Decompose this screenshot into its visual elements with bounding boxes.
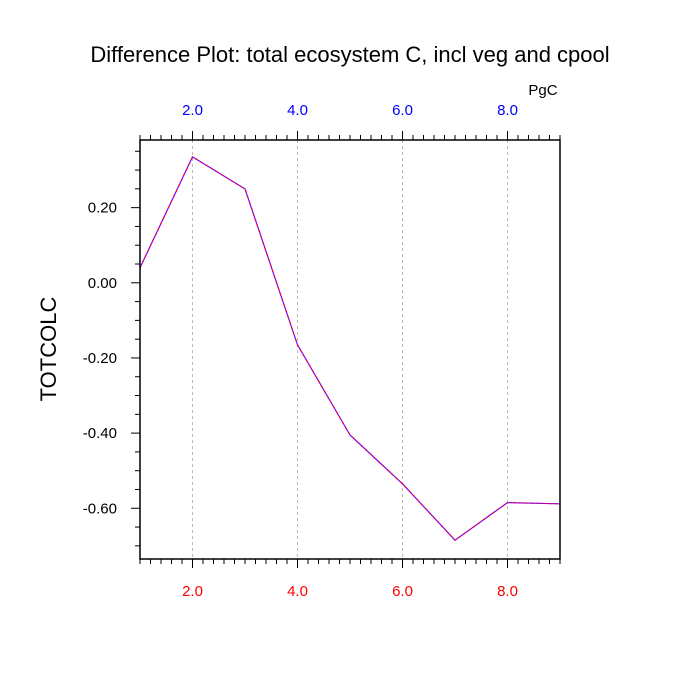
ticks	[131, 131, 561, 568]
x-tick-label-bottom: 6.0	[392, 583, 413, 600]
x-tick-label-bottom: 8.0	[497, 583, 518, 600]
x-tick-label-top: 8.0	[497, 102, 518, 119]
tick-labels: 2.0 4.0 6.0 8.0 2.0 4.0 6.0 8.0 0.20 0.00 -0.20 -0.…	[83, 102, 518, 600]
y-axis-label: TOTCOLC	[36, 297, 61, 402]
x-tick-label-top: 6.0	[392, 102, 413, 119]
y-tick-label: -0.60	[83, 500, 117, 517]
chart-title: Difference Plot: total ecosystem C, incl…	[90, 42, 609, 67]
series-line-dash	[139, 156, 561, 541]
plot-frame	[139, 139, 561, 560]
series-layer	[139, 156, 561, 541]
y-tick-label: 0.20	[88, 200, 117, 217]
x-tick-label-top: 2.0	[182, 102, 203, 119]
series-line	[139, 156, 561, 541]
y-tick-label: 0.00	[88, 275, 117, 292]
x-tick-label-bottom: 2.0	[182, 583, 203, 600]
x-tick-label-top: 4.0	[287, 102, 308, 119]
units-label: PgC	[528, 82, 557, 99]
x-tick-label-bottom: 4.0	[287, 583, 308, 600]
y-tick-label: -0.40	[83, 425, 117, 442]
y-tick-label: -0.20	[83, 350, 117, 367]
grid	[192, 140, 508, 559]
